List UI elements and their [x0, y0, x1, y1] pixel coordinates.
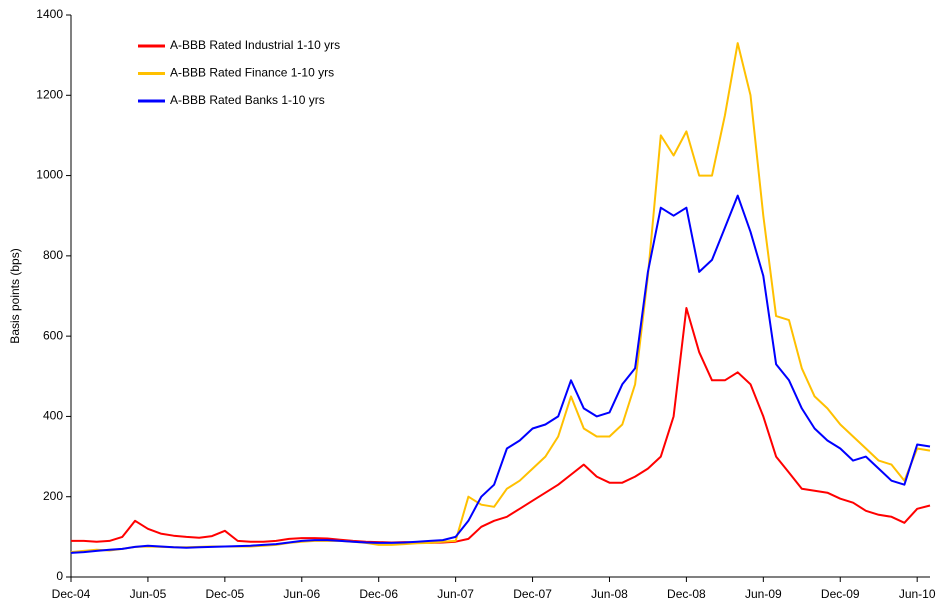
y-axis-label: Basis points (bps) — [8, 248, 22, 343]
legend-label: A-BBB Rated Industrial 1-10 yrs — [170, 38, 340, 52]
series-line — [71, 307, 931, 544]
x-tick-label: Dec-08 — [667, 587, 706, 601]
y-tick-label: 0 — [56, 569, 63, 583]
x-tick-label: Jun-05 — [130, 587, 167, 601]
y-tick-label: 800 — [43, 248, 63, 262]
y-tick-label: 200 — [43, 489, 63, 503]
x-tick-label: Dec-06 — [359, 587, 398, 601]
x-tick-label: Dec-09 — [821, 587, 860, 601]
legend-label: A-BBB Rated Finance 1-10 yrs — [170, 66, 334, 80]
y-tick-label: 1000 — [36, 168, 63, 182]
y-tick-label: 1200 — [36, 87, 63, 101]
x-tick-label: Dec-07 — [513, 587, 552, 601]
x-tick-label: Jun-06 — [283, 587, 320, 601]
x-tick-label: Dec-04 — [52, 587, 91, 601]
legend-label: A-BBB Rated Banks 1-10 yrs — [170, 93, 325, 107]
x-tick-label: Jun-10 — [899, 587, 936, 601]
x-tick-label: Dec-05 — [206, 587, 245, 601]
series-line — [70, 42, 931, 554]
x-tick-label: Jun-07 — [437, 587, 474, 601]
series-line — [70, 194, 931, 554]
y-tick-label: 600 — [43, 328, 63, 342]
y-tick-label: 1400 — [36, 7, 63, 21]
x-tick-label: Jun-08 — [591, 587, 628, 601]
y-tick-label: 400 — [43, 409, 63, 423]
x-tick-label: Jun-09 — [745, 587, 782, 601]
